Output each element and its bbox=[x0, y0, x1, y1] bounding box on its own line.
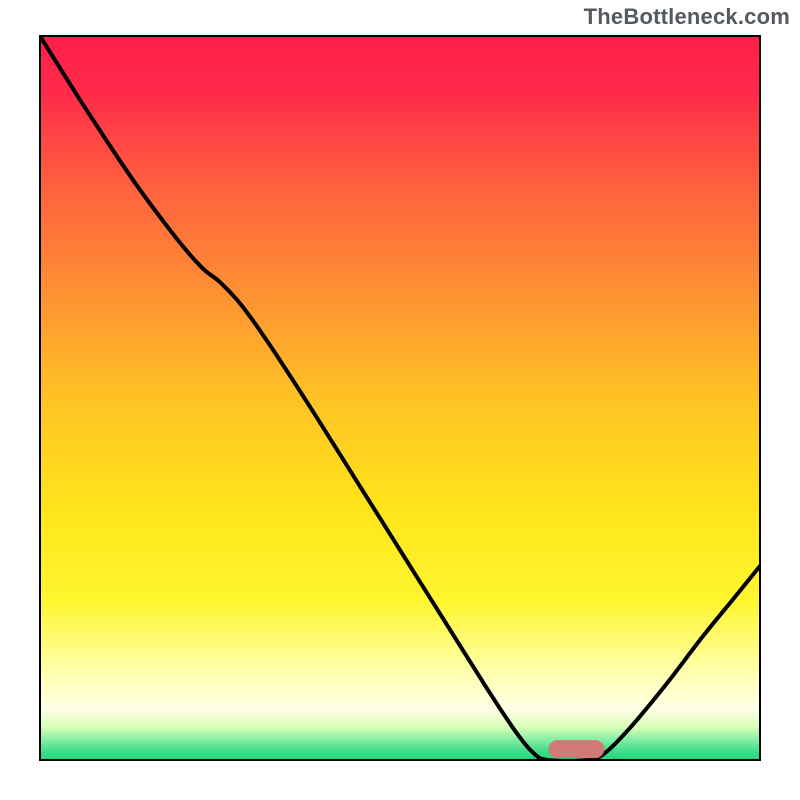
chart-canvas: TheBottleneck.com bbox=[0, 0, 800, 800]
bottleneck-chart bbox=[0, 0, 800, 800]
gradient-background bbox=[40, 36, 760, 760]
attribution-label: TheBottleneck.com bbox=[584, 4, 790, 30]
optimal-marker bbox=[548, 740, 604, 758]
